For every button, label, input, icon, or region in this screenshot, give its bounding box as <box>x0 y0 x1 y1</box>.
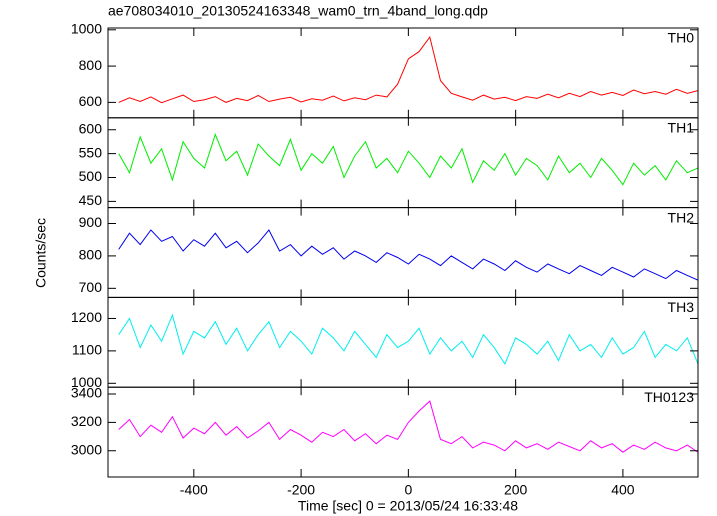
x-axis-label: Time [sec] 0 = 2013/05/24 16:33:48 <box>298 498 518 514</box>
panel-label: TH0123 <box>644 389 694 405</box>
x-tick-label: -200 <box>287 482 315 498</box>
y-tick-label: 1100 <box>72 342 102 358</box>
panel-label: TH3 <box>668 299 695 315</box>
x-tick-label: 400 <box>611 482 635 498</box>
panel-frame <box>107 27 699 119</box>
panel-frame <box>107 207 699 298</box>
y-tick-label: 3200 <box>71 413 102 429</box>
y-tick-label: 1200 <box>71 309 102 325</box>
y-tick-label: 700 <box>79 279 103 295</box>
y-axis-label: Counts/sec <box>33 218 49 288</box>
y-tick-label: 550 <box>79 144 103 160</box>
data-line <box>118 35 698 104</box>
y-tick-label: 800 <box>79 247 103 263</box>
y-tick-label: 450 <box>79 192 103 208</box>
y-tick-label: 3400 <box>71 385 102 401</box>
panel-label: TH2 <box>668 209 695 225</box>
y-tick-label: 1000 <box>71 21 102 37</box>
data-line <box>118 313 698 365</box>
x-tick-label: -400 <box>180 482 208 498</box>
data-line <box>118 133 698 186</box>
panel-label: TH1 <box>668 120 695 136</box>
y-tick-label: 800 <box>79 57 103 73</box>
x-tick-label: 200 <box>504 482 528 498</box>
y-tick-label: 1000 <box>71 374 102 390</box>
y-tick-label: 600 <box>79 120 103 136</box>
y-tick-label: 900 <box>79 214 103 230</box>
panel-label: TH0 <box>668 30 695 46</box>
y-tick-label: 3000 <box>71 441 102 457</box>
chart-title: ae708034010_20130524163348_wam0_trn_4ban… <box>108 3 488 19</box>
y-tick-label: 600 <box>79 93 103 109</box>
data-line <box>118 400 698 453</box>
x-tick-label: 0 <box>404 482 412 498</box>
data-line <box>118 229 698 281</box>
panel-frame <box>107 386 699 478</box>
y-tick-label: 500 <box>79 168 103 184</box>
